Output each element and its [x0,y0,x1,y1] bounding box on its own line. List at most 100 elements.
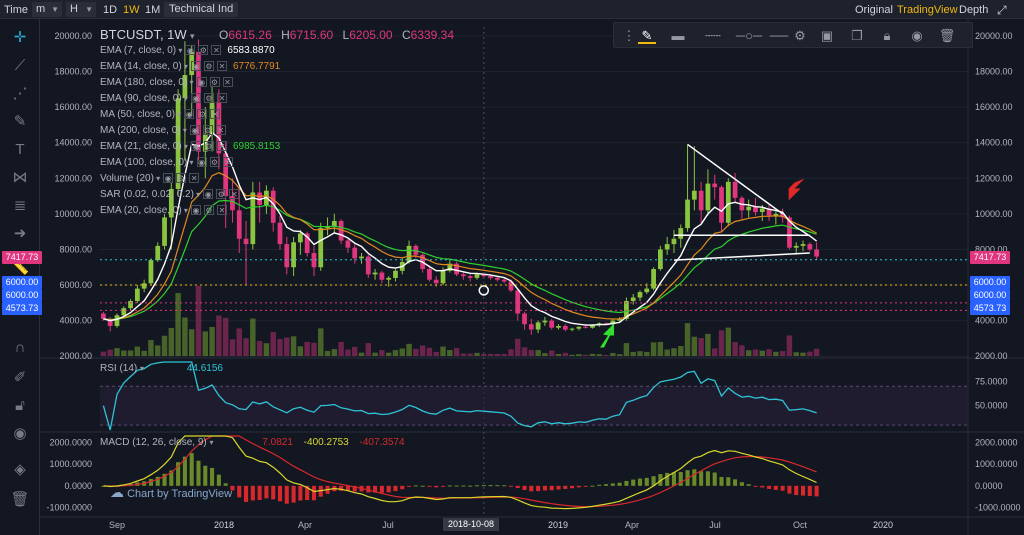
fib-icon[interactable]: ≣ [13,197,27,214]
lock-icon[interactable]: 🔓︎ [15,397,25,414]
interval-1w[interactable]: 1W [123,4,140,16]
eye-icon[interactable]: ◉ [190,205,201,215]
chevron-down-icon[interactable]: ▾ [187,78,194,87]
close-icon[interactable]: ✕ [229,189,240,199]
pencil-icon[interactable]: ✎ [641,28,653,43]
eye-icon[interactable]: ◉ [190,61,201,71]
lock-icon[interactable]: 🔒︎ [883,28,891,43]
gear-icon[interactable]: ⚙ [202,125,213,135]
chevron-down-icon[interactable]: ▾ [175,110,182,119]
chevron-down-icon[interactable]: ▾ [181,94,188,103]
eye-icon[interactable]: ◉ [163,173,174,183]
chevron-down-icon[interactable]: ▾ [209,438,214,447]
line-extend-icon[interactable]: ── [769,28,789,43]
drag-handle-icon[interactable]: ⋮ [622,28,636,43]
interval-1d[interactable]: 1D [103,4,118,16]
legend-item-10[interactable]: EMA (20, close, 0) ▾ ◉ ⚙ ✕ [100,204,227,218]
close-icon[interactable]: ✕ [211,45,222,55]
text-icon[interactable]: T [15,141,25,158]
legend-item-2[interactable]: EMA (180, close, 0) ▾ ◉ ⚙ ✕ [100,76,233,90]
view-tradingview-button[interactable]: TradingView [897,4,958,16]
multi-line-icon[interactable]: ⋰ [12,85,28,102]
magnet-icon[interactable]: ∩ [14,339,26,356]
price-chart[interactable]: 2000.002000.004000.004000.006000.006000.… [40,19,1024,535]
legend-item-4[interactable]: MA (50, close, 0) ▾ ◉ ⚙ ✕ [100,108,221,122]
line-style-icon[interactable]: ┄┄ [705,28,721,43]
minute-select[interactable]: m ▼ [32,2,62,17]
eye-icon[interactable]: ◉ [185,45,196,55]
chevron-down-icon[interactable]: ▾ [181,142,188,151]
brush-icon[interactable]: ✎ [13,113,27,130]
gear-icon[interactable]: ⚙ [203,61,214,71]
line-end-icon[interactable]: ─○─ [735,28,763,43]
hour-select[interactable]: H ▼ [66,2,96,17]
gear-icon[interactable]: ⚙ [209,77,220,87]
triangle-upper-line[interactable] [687,143,784,215]
gear-icon[interactable]: ⚙ [203,93,214,103]
gear-icon[interactable]: ⚙ [197,109,208,119]
candle-body [630,297,636,302]
legend-item-0[interactable]: EMA (7, close, 0) ▾ ◉ ⚙ ✕ 6583.8870 [100,44,275,58]
close-icon[interactable]: ✕ [210,109,221,119]
lock-drawing-icon[interactable]: ✐ [13,369,27,386]
view-original-button[interactable]: Original [855,4,893,16]
chevron-down-icon[interactable]: ▾ [153,174,161,183]
close-icon[interactable]: ✕ [222,77,233,87]
legend-item-1[interactable]: EMA (14, close, 0) ▾ ◉ ⚙ ✕ 6776.7791 [100,60,280,74]
eye-icon[interactable]: ◉ [196,77,207,87]
fullscreen-icon[interactable]: ⤢ [997,3,1007,17]
chevron-down-icon[interactable]: ▾ [181,206,188,215]
chevron-down-icon[interactable]: ▾ [187,158,194,167]
trash-icon[interactable]: 🗑︎ [938,28,956,43]
template-icon[interactable]: ▣ [820,28,834,43]
depth-button[interactable]: Depth [959,4,989,16]
chevron-down-icon[interactable]: ▾ [181,62,188,71]
legend-item-8[interactable]: Volume (20) ▾ ◉ ⚙ ✕ [100,172,200,186]
eye-icon[interactable]: ◉ [203,189,214,199]
arrow-left-icon[interactable]: ➜ [13,225,27,242]
interval-1m[interactable]: 1M [145,4,161,16]
eye-icon[interactable]: ◉ [189,125,200,135]
gear-icon[interactable]: ⚙ [198,45,209,55]
close-icon[interactable]: ✕ [216,61,227,71]
triangle-lower-line[interactable] [673,252,810,261]
technical-indicators-button[interactable]: Technical Ind [164,2,239,17]
close-icon[interactable]: ✕ [189,173,200,183]
close-icon[interactable]: ✕ [216,141,227,151]
close-icon[interactable]: ✕ [215,125,226,135]
gear-icon[interactable]: ⚙ [203,205,214,215]
candle-body [759,208,765,213]
eye-icon[interactable]: ◉ [911,28,923,43]
chevron-down-icon[interactable]: ▾ [176,46,183,55]
close-icon[interactable]: ✕ [216,205,227,215]
eye-icon[interactable]: ◉ [184,109,195,119]
header-chevron-icon[interactable]: ▾ [190,31,198,41]
line-width-icon[interactable]: ▬ [671,28,685,43]
chevron-down-icon[interactable]: ▾ [180,126,187,135]
close-icon[interactable]: ✕ [216,93,227,103]
legend-item-3[interactable]: EMA (90, close, 0) ▾ ◉ ⚙ ✕ [100,92,227,106]
trend-line-icon[interactable]: ⟋ [14,57,26,74]
gear-icon[interactable]: ⚙ [176,173,187,183]
crosshair-icon[interactable]: ✛ [13,29,27,46]
eye-icon[interactable]: ◉ [196,157,207,167]
gear-icon[interactable]: ⚙ [794,28,806,43]
close-icon[interactable]: ✕ [222,157,233,167]
eye-icon[interactable]: ◉ [190,141,201,151]
pattern-icon[interactable]: ⋈ [12,169,28,186]
gear-icon[interactable]: ⚙ [216,189,227,199]
legend-item-9[interactable]: SAR (0.02, 0.02, 0.2) ▾ ◉ ⚙ ✕ [100,188,240,202]
gear-icon[interactable]: ⚙ [203,141,214,151]
legend-item-5[interactable]: MA (200, close, 0) ▾ ◉ ⚙ ✕ [100,124,226,138]
volume-bar [813,348,820,356]
layers-icon[interactable]: ◈ [14,461,26,478]
chevron-down-icon[interactable]: ▾ [140,364,145,373]
legend-item-7[interactable]: EMA (100, close, 0) ▾ ◉ ⚙ ✕ [100,156,233,170]
chevron-down-icon[interactable]: ▾ [193,190,201,199]
gear-icon[interactable]: ⚙ [209,157,220,167]
trash-icon[interactable]: 🗑︎ [10,491,30,508]
legend-item-6[interactable]: EMA (21, close, 0) ▾ ◉ ⚙ ✕ 6985.8153 [100,140,280,154]
eye-icon[interactable]: ◉ [13,425,27,442]
eye-icon[interactable]: ◉ [190,93,201,103]
clone-icon[interactable]: ❐ [851,28,863,43]
